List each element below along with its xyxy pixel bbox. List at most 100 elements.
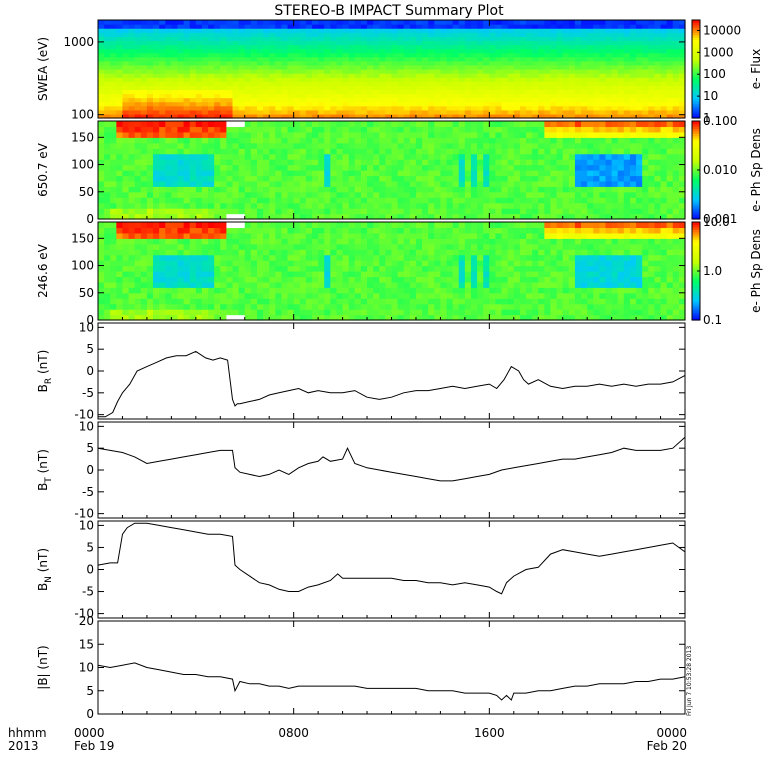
panel-swea-cell (354, 89, 362, 95)
panel-pad650-cell (403, 186, 411, 193)
panel-pad650-cell (611, 180, 619, 187)
panel-swea-cell (110, 44, 117, 50)
panel-pad650-cell (153, 142, 160, 149)
panel-pad246-cell (250, 281, 258, 288)
panel-pad650-cell (348, 191, 356, 198)
panel-pad650-cell (458, 153, 466, 160)
panel-swea-cell (611, 85, 619, 91)
panel-swea-cell (360, 69, 368, 74)
panel-swea-cell (409, 36, 417, 42)
panel-swea-cell (470, 32, 478, 37)
panel-swea-cell (293, 24, 301, 29)
panel-pad650-cell (305, 137, 313, 144)
panel-swea-cell (250, 97, 258, 103)
panel-swea-cell (605, 32, 613, 37)
panel-swea-cell (153, 20, 160, 25)
panel-pad650-cell (324, 137, 331, 144)
panel-pad650-cell (397, 180, 405, 187)
panel-swea-cell (379, 73, 386, 78)
panel-pad650-cell (544, 126, 552, 133)
panel-pad246-cell (263, 227, 270, 234)
panel-swea-cell (464, 44, 472, 50)
panel-pad246-cell (220, 265, 227, 272)
panel-pad650-cell (660, 126, 668, 133)
panel-pad650-cell (672, 153, 680, 160)
panel-swea-cell (293, 81, 301, 86)
panel-pad650-cell (636, 191, 643, 198)
panel-swea-cell (153, 48, 160, 54)
panel-swea-cell (385, 40, 393, 46)
panel-swea-cell (422, 24, 429, 29)
panel-swea-cell (660, 113, 668, 119)
panel-swea-cell (128, 40, 136, 46)
panel-pad650-cell (269, 137, 276, 144)
panel-pad246-cell (250, 298, 258, 305)
panel-swea-cell (244, 60, 252, 66)
panel-pad650-cell (214, 186, 221, 193)
panel-pad650-cell (544, 213, 552, 220)
panel-pad650-colorbar-step (692, 155, 700, 159)
panel-pad650-cell (538, 164, 545, 171)
panel-swea-cell (611, 32, 619, 37)
panel-swea-cell (550, 109, 558, 115)
panel-swea-cell (587, 97, 594, 103)
panel-swea-cell (636, 81, 643, 86)
panel-pad650-cell (256, 202, 264, 209)
panel-pad246-cell (116, 281, 124, 288)
panel-pad650-cell (220, 153, 227, 160)
panel-swea-cell (275, 97, 283, 103)
panel-pad246-cell (360, 303, 368, 310)
panel-swea-cell (587, 44, 594, 50)
panel-swea-cell (177, 89, 185, 95)
panel-pad650-cell (666, 126, 674, 133)
panel-pad650-cell (189, 131, 197, 138)
panel-pad246-cell (110, 260, 117, 267)
panel-pad650-colorbar-step (692, 177, 700, 181)
panel-pad246-cell (183, 276, 191, 283)
panel-pad246-cell (238, 309, 246, 316)
panel-swea-cell (208, 85, 215, 91)
panel-pad650-cell (483, 202, 490, 209)
panel-swea-cell (140, 28, 148, 33)
panel-pad650-cell (446, 148, 454, 155)
panel-pad650-cell (318, 159, 325, 166)
panel-swea-cell (587, 73, 594, 78)
panel-swea-cell (140, 60, 148, 66)
panel-pad650-cell (165, 191, 172, 198)
panel-swea-cell (428, 73, 435, 78)
panel-swea-cell (519, 85, 527, 91)
panel-pad650-cell (336, 121, 344, 128)
panel-swea-cell (293, 109, 301, 115)
panel-pad246-cell (263, 249, 270, 256)
panel-pad246-cell (177, 265, 185, 272)
panel-pad246-cell (220, 303, 227, 310)
panel-swea-cell (122, 101, 130, 107)
panel-pad246-cell (330, 298, 338, 305)
panel-swea-cell (562, 93, 570, 99)
panel-pad650-cell (477, 142, 484, 149)
panel-pad650-cell (354, 191, 362, 198)
panel-swea-cell (312, 60, 319, 66)
panel-pad246-cell (128, 309, 136, 316)
panel-swea-cell (477, 48, 484, 54)
panel-swea-cell (348, 36, 356, 42)
panel-pad246-cell (183, 254, 191, 261)
panel-pad246-cell (140, 303, 148, 310)
panel-pad650-cell (214, 170, 221, 177)
panel-pad650-cell (226, 164, 234, 171)
panel-pad650-cell (281, 164, 289, 171)
panel-pad650-cell (654, 180, 662, 187)
panel-pad650-cell (513, 208, 521, 215)
panel-swea-cell (220, 28, 227, 33)
panel-swea-cell (153, 73, 160, 78)
panel-swea-cell (495, 44, 503, 50)
panel-pad246-cell (214, 238, 221, 245)
panel-pad650-cell (568, 197, 576, 204)
panel-swea-cell (330, 81, 338, 86)
panel-swea-cell (672, 24, 680, 29)
panel-swea-colorbar-tick-label: 10000 (703, 23, 741, 37)
panel-swea-cell (648, 32, 656, 37)
panel-swea-cell (244, 44, 252, 50)
panel-swea-cell (165, 40, 172, 46)
panel-pad246-cell (342, 287, 350, 294)
